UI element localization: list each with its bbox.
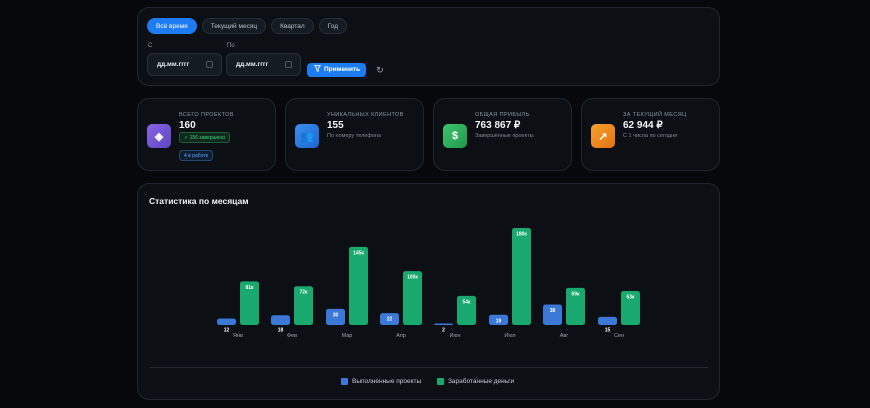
legend-item-projects[interactable]: Выполненные проекты <box>341 378 421 385</box>
from-label: С <box>148 43 153 49</box>
stat-card-profit: $ Общая прибыль 763 867 ₽ Завершённые пр… <box>433 98 572 171</box>
bar-money[interactable] <box>349 246 368 325</box>
x-tick-label: Авг <box>560 333 569 339</box>
bar-projects[interactable] <box>434 323 453 326</box>
bar-projects[interactable] <box>489 314 508 325</box>
x-tick-label: Фев <box>287 333 297 339</box>
stat-subtitle: С 1 числа по сегодня <box>623 133 677 139</box>
data-label: 15 <box>605 328 611 334</box>
monthly-stats-panel: Статистика по месяцам 12 81к Янв 18 72к Фев 30… <box>137 183 720 400</box>
data-label: 54к <box>462 299 471 305</box>
legend-label: Выполненные проекты <box>352 378 422 385</box>
stat-card-projects: ◈ Всего проектов 160 ✓ 156 завершено 4 в… <box>137 98 276 171</box>
bar-money[interactable] <box>403 271 422 325</box>
data-label: 30 <box>333 312 339 318</box>
stat-subtitle: Завершённые проекты <box>475 133 534 139</box>
x-tick-label: Июл <box>504 333 515 339</box>
stat-title: Всего проектов <box>179 112 234 118</box>
bar-money[interactable] <box>240 281 259 325</box>
users-icon: 👥 <box>295 124 319 148</box>
bar-projects[interactable] <box>380 313 399 325</box>
tab-all-time[interactable]: Всё время <box>147 18 197 34</box>
date-filter-panel: Всё время Текущий месяц Квартал Год С По… <box>137 7 720 86</box>
trend-up-icon: ↗ <box>591 124 615 148</box>
divider <box>149 367 708 368</box>
data-label: 38 <box>550 308 556 314</box>
data-label: 100к <box>407 275 418 281</box>
data-label: 81к <box>245 285 254 291</box>
from-date-input[interactable]: дд.мм.гггг <box>147 53 222 76</box>
stat-title: За текущий месяц <box>623 112 687 118</box>
bar-projects[interactable] <box>217 318 236 325</box>
tab-year[interactable]: Год <box>318 18 348 34</box>
stat-card-month: ↗ За текущий месяц 62 944 ₽ С 1 числа по… <box>581 98 720 171</box>
stat-value: 763 867 ₽ <box>475 120 521 131</box>
from-date-placeholder: дд.мм.гггг <box>157 61 190 68</box>
data-label: 72к <box>299 290 308 296</box>
stat-card-clients: 👥 Уникальных клиентов 155 По номеру теле… <box>285 98 424 171</box>
tab-current-month[interactable]: Текущий месяц <box>201 18 267 34</box>
period-tabs: Всё время Текущий месяц Квартал Год <box>147 18 348 34</box>
bar-money[interactable] <box>621 291 640 325</box>
x-tick-label: Янв <box>233 333 243 339</box>
data-label: 18 <box>278 328 284 334</box>
filter-icon <box>313 65 322 72</box>
chart-title: Статистика по месяцам <box>149 196 249 206</box>
data-label: 145к <box>353 250 364 256</box>
dollar-icon: $ <box>443 124 467 148</box>
legend-label: Заработанные деньги <box>448 378 515 385</box>
legend-swatch <box>437 378 444 385</box>
stat-title: Уникальных клиентов <box>327 112 404 118</box>
bar-money[interactable] <box>566 287 585 325</box>
calendar-icon[interactable] <box>285 61 292 68</box>
layers-icon: ◈ <box>147 124 171 148</box>
bar-money[interactable] <box>294 286 313 325</box>
data-label: 69к <box>571 291 580 297</box>
stat-value: 155 <box>327 120 344 131</box>
data-label: 180к <box>516 232 527 238</box>
to-date-placeholder: дд.мм.гггг <box>236 61 269 68</box>
tab-quarter[interactable]: Квартал <box>271 18 314 34</box>
x-tick-label: Апр <box>396 333 406 339</box>
x-tick-label: Сен <box>614 333 624 339</box>
completed-badge: ✓ 156 завершено <box>179 132 230 143</box>
legend-swatch <box>341 378 348 385</box>
apply-label: Применить <box>324 66 361 73</box>
apply-button[interactable]: Применить <box>307 63 366 77</box>
stat-subtitle: По номеру телефона <box>327 133 382 139</box>
data-label: 12 <box>224 328 230 334</box>
stat-value: 62 944 ₽ <box>623 120 663 131</box>
x-tick-label: Июн <box>449 333 460 339</box>
stat-title: Общая прибыль <box>475 112 530 118</box>
bar-money[interactable] <box>512 228 531 325</box>
bar-projects[interactable] <box>326 308 345 325</box>
data-label: 63к <box>626 295 635 301</box>
refresh-icon[interactable]: ↻ <box>376 65 384 75</box>
bar-projects[interactable] <box>271 315 290 325</box>
data-label: 2 <box>442 328 445 334</box>
to-date-input[interactable]: дд.мм.гггг <box>226 53 301 76</box>
bar-projects[interactable] <box>543 304 562 325</box>
to-label: По <box>227 43 235 49</box>
data-label: 19 <box>496 318 502 324</box>
stat-value: 160 <box>179 120 196 131</box>
data-label: 22 <box>387 317 393 323</box>
calendar-icon[interactable] <box>206 61 213 68</box>
bar-money[interactable] <box>457 295 476 325</box>
bar-chart: 12 81к Янв 18 72к Фев 30 145к Мар 22 100к Апр 2 54к Ию… <box>217 228 640 339</box>
in-progress-badge: 4 в работе <box>179 150 214 161</box>
legend-item-money[interactable]: Заработанные деньги <box>437 378 514 385</box>
x-tick-label: Мар <box>342 333 353 339</box>
bar-projects[interactable] <box>598 316 617 325</box>
